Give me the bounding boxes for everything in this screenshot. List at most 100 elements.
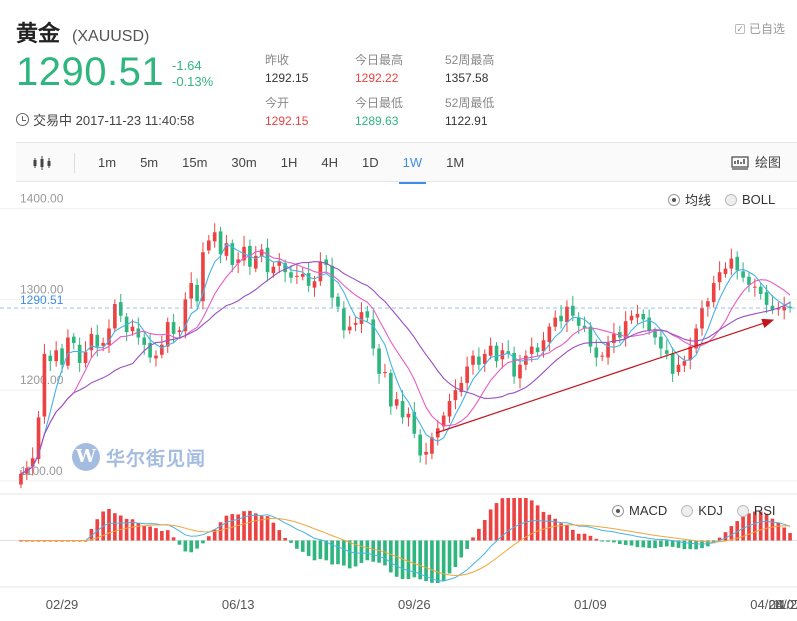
candle-body <box>330 265 334 298</box>
macd-bar <box>482 520 487 541</box>
candle-body <box>206 240 211 251</box>
macd-bar <box>670 540 675 547</box>
candle-body <box>541 340 546 352</box>
watermark-logo: W <box>72 443 100 471</box>
period-tab-1d[interactable]: 1D <box>361 155 379 170</box>
macd-bar <box>600 540 605 542</box>
price-chart[interactable]: 1400.00 1300.00 1200.00 1100.00 1290.51 02/29… <box>0 182 797 621</box>
macd-bar <box>206 536 211 541</box>
sub-indicator-option[interactable]: RSI <box>736 503 776 518</box>
sub-indicator-option[interactable]: KDJ <box>681 503 723 518</box>
chart-area: 1400.00 1300.00 1200.00 1100.00 1290.51 02/29… <box>0 182 797 621</box>
candle-body <box>641 313 646 320</box>
candle-body <box>83 352 88 363</box>
macd-bar <box>576 533 581 541</box>
macd-bar <box>682 540 687 550</box>
radio-icon <box>612 504 624 517</box>
main-indicator-option[interactable]: BOLL <box>725 190 775 209</box>
title-row: 黄金 (XAUUSD) <box>16 16 149 48</box>
macd-bar <box>195 540 199 549</box>
macd-bar <box>553 518 558 541</box>
x-tick-label: 02/29 <box>46 597 79 612</box>
candle-body <box>212 232 217 242</box>
candle-body <box>113 303 117 329</box>
draw-tool-button[interactable]: 绘图 <box>731 143 781 183</box>
period-tab-4h[interactable]: 4H <box>321 155 338 170</box>
macd-bar <box>435 540 440 583</box>
macd-bar <box>782 527 787 541</box>
macd-bar <box>606 540 610 542</box>
candle-body <box>218 231 223 255</box>
macd-bar <box>271 522 276 541</box>
period-tab-1h[interactable]: 1H <box>280 155 298 170</box>
macd-bar <box>453 540 458 568</box>
macd-bar <box>130 519 135 541</box>
candle-body <box>389 372 393 407</box>
macd-bar <box>617 540 622 545</box>
macd-bar <box>201 540 205 544</box>
macd-bar <box>148 526 152 541</box>
candle-body <box>230 243 235 265</box>
macd-bar <box>295 540 299 549</box>
period-tab-1m[interactable]: 1m <box>98 155 117 170</box>
macd-bar <box>306 540 311 556</box>
macd-bar <box>747 513 751 541</box>
macd-bar <box>118 515 123 541</box>
macd-bar <box>330 540 334 565</box>
macd-bar <box>248 510 252 541</box>
main-indicator-option[interactable]: 均线 <box>668 190 711 209</box>
candle-body <box>441 415 446 427</box>
macd-bar <box>459 540 464 558</box>
candle-body <box>36 417 41 460</box>
candle-body <box>676 364 681 373</box>
candle-body <box>553 317 558 327</box>
period-tab-1w[interactable]: 1W <box>391 143 435 184</box>
status-text: 交易中 2017-11-23 11:40:58 <box>33 113 195 128</box>
check-icon: ✓ <box>734 23 745 34</box>
macd-bar <box>559 523 563 541</box>
candle-body <box>529 346 534 354</box>
candle-body <box>48 355 53 362</box>
radio-icon <box>681 504 694 517</box>
quote-header: 黄金 (XAUUSD) ✓ 已自选 1290.51 -1.64 -0.13% 昨… <box>0 0 797 140</box>
macd-bar <box>300 540 305 552</box>
macd-bar <box>629 540 634 546</box>
macd-bar <box>95 519 100 541</box>
candle-body <box>629 315 634 321</box>
period-tab-15m[interactable]: 15m <box>182 155 208 170</box>
macd-bar <box>565 525 569 541</box>
toolbar-divider <box>74 153 75 173</box>
candle-body <box>606 342 610 358</box>
candle-body <box>359 312 364 324</box>
macd-bar <box>283 537 287 541</box>
macd-bar <box>160 530 164 541</box>
candlestick-icon[interactable] <box>32 155 52 171</box>
x-tick-label: 08/07 <box>769 597 797 612</box>
candle-body <box>295 275 299 277</box>
candle-body <box>670 353 675 374</box>
watchlist-button[interactable]: ✓ 已自选 <box>734 20 785 37</box>
candle-body <box>711 283 716 303</box>
candle-body <box>201 252 205 302</box>
period-tab-5m[interactable]: 5m <box>140 155 159 170</box>
stat-value: 1292.15 <box>265 114 309 128</box>
candle-body <box>312 281 317 288</box>
candle-body <box>547 326 552 343</box>
macd-bar <box>218 522 223 541</box>
period-tab-1m[interactable]: 1M <box>446 155 465 170</box>
y-tick-label: 1100.00 <box>20 464 63 478</box>
sub-indicator-option[interactable]: MACD <box>612 503 667 518</box>
candle-body <box>600 355 605 357</box>
period-tab-30m[interactable]: 30m <box>231 155 257 170</box>
candle-body <box>688 346 693 361</box>
y-tick-label: 1300.00 <box>20 282 64 296</box>
candle-body <box>612 333 616 343</box>
candle-body <box>659 336 663 349</box>
candle-body <box>154 355 158 359</box>
macd-bar <box>318 540 323 559</box>
x-tick-label: 06/13 <box>222 597 255 612</box>
macd-bar <box>735 521 740 541</box>
stat-prev-close: 昨收 1292.15 <box>265 52 308 86</box>
macd-bar <box>383 540 387 566</box>
macd-bar <box>612 540 616 543</box>
